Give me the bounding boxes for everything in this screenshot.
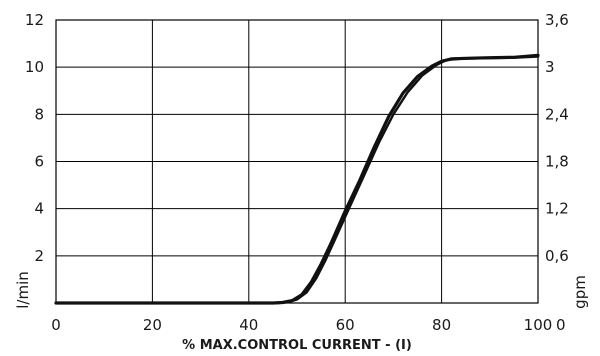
x-tick-label: 40 [239,316,258,334]
x-axis-label: % MAX.CONTROL CURRENT - (I) [182,338,412,353]
y-right-tick-label: 0 [556,316,566,334]
series-line-1 [54,53,540,305]
y-left-tick-labels: 2 4 6 8 10 12 [25,11,44,265]
y-left-tick-label: 4 [34,200,44,218]
y-left-tick-label: 12 [25,11,44,29]
y-right-tick-label: 0,6 [545,247,569,265]
x-tick-label: 0 [51,316,61,334]
plot-frame [55,19,539,304]
y-left-tick-label: 10 [25,58,44,76]
y-right-tick-label: 2,4 [545,105,569,123]
series-line-2 [54,55,540,305]
y-left-tick-label: 2 [34,247,44,265]
y-right-tick-label: 1,2 [545,200,569,218]
y-right-tick-labels: 0 0,6 1,2 1,8 2,4 3 3,6 [545,11,569,334]
y-left-tick-label: 8 [34,105,44,123]
series-group [54,53,540,305]
y-right-tick-label: 3,6 [545,11,569,29]
grid [55,19,539,303]
x-tick-label: 80 [432,316,451,334]
y-right-tick-label: 3 [545,58,555,76]
x-tick-labels: 0 20 40 60 80 100 [51,316,552,334]
y-right-axis-label: gpm [571,275,589,309]
x-tick-label: 20 [143,316,162,334]
y-left-tick-label: 6 [34,153,44,171]
x-tick-label: 60 [336,316,355,334]
x-tick-label: 100 [524,316,553,334]
y-right-tick-label: 1,8 [545,153,569,171]
y-left-axis-label: l/min [14,271,32,309]
